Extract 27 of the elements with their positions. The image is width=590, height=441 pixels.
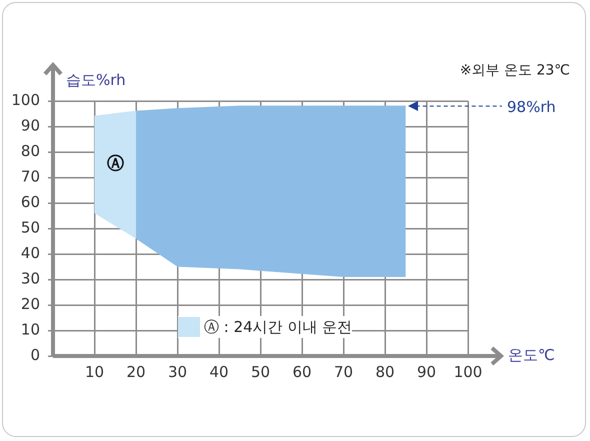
y-tick-label: 70 — [20, 167, 40, 186]
y-tick-label: 30 — [20, 269, 40, 288]
y-tick-label: 0 — [30, 346, 40, 364]
x-tick-label: 70 — [334, 362, 354, 381]
y-tick-label: 80 — [20, 142, 40, 160]
x-axis-title: 온도℃ — [508, 346, 555, 364]
y-tick-label: 90 — [20, 116, 40, 134]
x-tick-label: 100 — [454, 362, 482, 381]
x-tick-label: 30 — [168, 362, 188, 381]
y-axis-title: 습도%rh — [66, 70, 126, 89]
y-tick-label: 60 — [20, 192, 40, 211]
x-tick-label: 80 — [375, 362, 395, 381]
ref-line-label: 98%rh — [507, 98, 556, 116]
x-tick-label: 60 — [292, 362, 312, 381]
text: ※외부 온도 23℃ — [460, 62, 570, 79]
legend-label: Ⓐ : 24시간 이내 운전 — [203, 318, 352, 336]
y-tick-label: 20 — [20, 294, 40, 313]
x-tick-label: 20 — [126, 362, 146, 381]
y-tick-label: 10 — [20, 320, 40, 338]
x-tick-label: 10 — [84, 362, 104, 381]
y-tick-label: 100 — [11, 90, 40, 109]
annotation: Ⓐ — [106, 154, 124, 174]
x-tick-label: 90 — [416, 362, 436, 381]
x-tick-label: 40 — [209, 362, 229, 381]
x-tick-label: 50 — [250, 362, 270, 381]
y-tick-label: 40 — [20, 244, 40, 262]
y-tick-label: 50 — [20, 218, 40, 236]
